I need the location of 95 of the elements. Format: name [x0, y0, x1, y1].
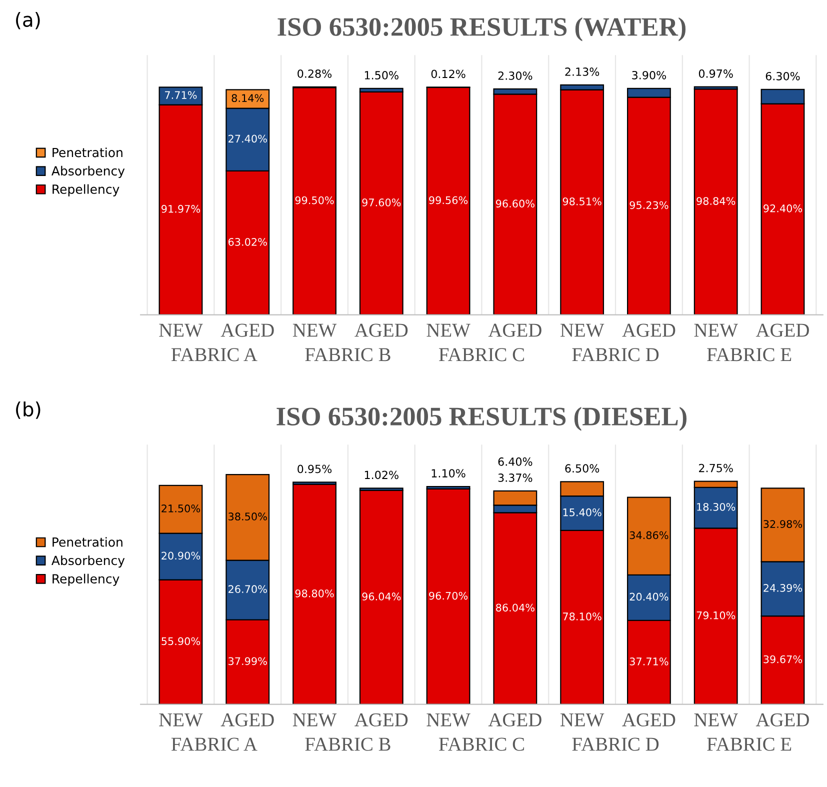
- data-label: 39.67%: [764, 655, 802, 664]
- x-tick-label: AGED: [354, 324, 408, 337]
- data-label: 6.40%: [498, 457, 532, 466]
- data-label: 3.37%: [498, 474, 532, 482]
- x-tick-label: NEW: [694, 324, 738, 337]
- x-tick-label: NEW: [292, 713, 337, 726]
- data-label: 55.90%: [162, 637, 200, 646]
- text: FABRIC E: [707, 348, 792, 362]
- text: FABRIC A: [171, 738, 258, 751]
- bar: [292, 87, 336, 315]
- data-label: 0.95%: [298, 464, 332, 474]
- legend-label: Absorbency: [52, 166, 125, 178]
- text: (a): [16, 12, 40, 30]
- data-label: 34.86%: [630, 531, 668, 540]
- data-label: 86.04%: [496, 604, 534, 612]
- data-label: 92.40%: [764, 204, 802, 212]
- data-label: 0.97%: [698, 69, 733, 78]
- text: FABRIC D: [572, 348, 659, 362]
- data-label: 27.40%: [228, 134, 267, 143]
- chart-title: ISO 6530:2005 RESULTS (DIESEL): [276, 406, 686, 431]
- data-label: 38.50%: [228, 512, 267, 520]
- data-label: 7.71%: [165, 91, 197, 99]
- x-tick-label: NEW: [560, 713, 604, 726]
- x-tick-label: AGED: [354, 713, 408, 726]
- text: FABRIC A: [171, 348, 258, 362]
- x-tick-label: AGED: [756, 324, 809, 337]
- legend-label: Penetration: [52, 537, 122, 547]
- bar: [694, 88, 738, 315]
- data-label: 20.90%: [162, 552, 200, 560]
- data-label: 99.56%: [429, 196, 468, 204]
- data-label: 2.13%: [565, 68, 600, 76]
- x-tick-label: AGED: [488, 324, 542, 337]
- data-label: 21.50%: [162, 504, 200, 512]
- data-label: 78.10%: [563, 612, 602, 620]
- x-tick-label: AGED: [220, 324, 274, 337]
- data-label: 1.02%: [364, 470, 398, 480]
- x-tick-label: NEW: [426, 713, 470, 726]
- data-label: 3.90%: [632, 70, 666, 80]
- data-label: 98.84%: [696, 197, 736, 205]
- data-label: 26.70%: [228, 585, 267, 594]
- text: FABRIC E: [707, 738, 792, 751]
- bar: [426, 86, 470, 315]
- data-label: 79.10%: [696, 611, 736, 620]
- x-tick-label: AGED: [622, 713, 676, 726]
- data-label: 98.80%: [295, 589, 334, 598]
- x-tick-label: AGED: [220, 713, 274, 726]
- data-label: 20.40%: [630, 592, 668, 601]
- data-label: 1.50%: [364, 71, 398, 80]
- legend-label: Penetration: [52, 148, 122, 158]
- text: FABRIC C: [438, 738, 524, 751]
- data-label: 96.70%: [429, 592, 468, 600]
- data-label: 6.50%: [565, 464, 600, 473]
- data-label: 95.23%: [630, 201, 668, 210]
- data-label: 96.04%: [362, 592, 401, 600]
- data-label: 6.30%: [766, 72, 800, 80]
- data-label: 37.71%: [630, 658, 668, 666]
- data-label: 0.28%: [298, 69, 332, 78]
- data-label: 18.30%: [697, 502, 736, 511]
- x-tick-label: AGED: [488, 713, 542, 726]
- data-label: 98.51%: [562, 197, 602, 206]
- data-label: 2.30%: [498, 71, 532, 80]
- bar: [292, 484, 336, 704]
- text: FABRIC D: [572, 738, 659, 751]
- data-label: 32.98%: [764, 520, 802, 528]
- data-label: 37.99%: [228, 657, 267, 666]
- x-tick-label: NEW: [426, 324, 470, 337]
- data-label: 1.10%: [432, 469, 466, 478]
- data-label: 96.60%: [496, 200, 534, 208]
- data-label: 8.14%: [232, 94, 264, 102]
- data-label: 0.12%: [431, 70, 466, 78]
- bar: [359, 91, 404, 315]
- x-tick-label: AGED: [756, 713, 809, 726]
- x-tick-label: NEW: [159, 324, 203, 337]
- text: (b): [16, 401, 40, 419]
- data-label: 15.40%: [563, 508, 602, 516]
- bar: [359, 490, 404, 704]
- x-tick-label: NEW: [694, 713, 738, 726]
- data-label: 99.50%: [295, 196, 334, 204]
- x-tick-label: NEW: [292, 324, 337, 337]
- bar: [426, 488, 470, 704]
- data-label: 24.39%: [764, 584, 802, 592]
- chart-title: ISO 6530:2005 RESULTS (WATER): [278, 17, 686, 42]
- legend-label: Repellency: [52, 574, 120, 586]
- x-tick-label: NEW: [159, 713, 203, 726]
- text: FABRIC C: [438, 348, 524, 362]
- legend-label: Absorbency: [52, 555, 125, 568]
- data-label: 2.75%: [699, 464, 733, 472]
- text: FABRIC B: [305, 738, 390, 751]
- data-label: 91.97%: [162, 204, 200, 213]
- x-tick-label: NEW: [560, 324, 604, 337]
- legend-label: Repellency: [52, 184, 120, 196]
- data-label: 63.02%: [228, 238, 267, 246]
- x-tick-label: AGED: [622, 324, 676, 337]
- text: FABRIC B: [305, 348, 390, 362]
- data-label: 97.60%: [362, 198, 401, 206]
